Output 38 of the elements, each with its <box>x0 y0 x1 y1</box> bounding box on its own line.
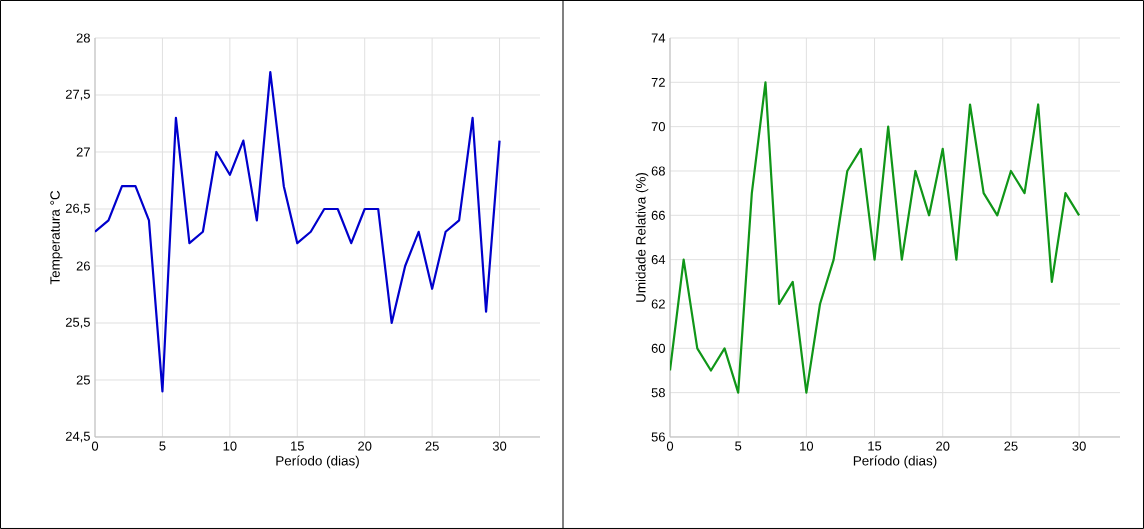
x-tick-label: 30 <box>492 441 507 451</box>
line-series <box>95 71 501 393</box>
y-axis-title: Temperatura °C <box>50 190 63 285</box>
y-tick-label: 74 <box>651 33 666 43</box>
line-series <box>670 81 1081 394</box>
x-tick-label: 0 <box>91 441 99 451</box>
y-tick-label: 66 <box>651 210 665 220</box>
y-tick-label: 72 <box>651 77 665 87</box>
y-tick-label: 25 <box>76 375 90 385</box>
x-axis-title: Período (dias) <box>276 455 359 469</box>
y-tick-label: 25,5 <box>65 317 90 329</box>
y-axis-title: Umidade Relativa (%) <box>635 172 649 302</box>
y-tick-label: 70 <box>651 122 665 132</box>
y-tick-label: 27,5 <box>65 89 90 101</box>
x-tick-label: 10 <box>800 441 814 451</box>
x-axis-title: Período (dias) <box>853 455 937 469</box>
x-tick-label: 20 <box>358 441 372 451</box>
x-tick-label: 25 <box>1004 441 1018 451</box>
x-tick-label: 30 <box>1072 441 1086 451</box>
y-tick-label: 58 <box>651 388 665 398</box>
x-tick-label: 20 <box>936 441 950 451</box>
y-tick-label: 60 <box>651 343 665 353</box>
y-tick-label: 56 <box>651 432 665 442</box>
y-tick-label: 62 <box>651 299 665 309</box>
y-tick-label: 26,5 <box>65 203 90 215</box>
x-tick-label: 25 <box>425 441 439 451</box>
x-tick-label: 5 <box>735 441 742 451</box>
x-tick-label: 15 <box>291 441 304 451</box>
y-tick-label: 64 <box>651 255 666 265</box>
x-tick-label: 0 <box>666 441 674 451</box>
y-tick-label: 27 <box>76 147 90 157</box>
x-tick-label: 5 <box>159 441 166 451</box>
y-tick-label: 28 <box>76 33 90 43</box>
y-tick-label: 26 <box>76 261 90 271</box>
y-tick-label: 24,5 <box>65 431 90 443</box>
y-tick-label: 68 <box>651 166 665 176</box>
x-tick-label: 15 <box>868 441 882 451</box>
x-tick-label: 10 <box>223 441 237 451</box>
